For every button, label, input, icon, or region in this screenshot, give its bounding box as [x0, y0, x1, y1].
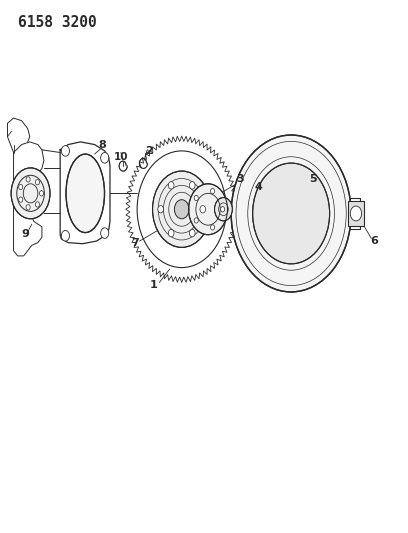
Circle shape	[19, 197, 23, 202]
Text: 3: 3	[237, 174, 244, 184]
Circle shape	[174, 200, 189, 219]
Circle shape	[35, 202, 40, 207]
Bar	[348, 201, 364, 226]
Text: 9: 9	[21, 229, 29, 239]
Circle shape	[194, 218, 198, 223]
Text: 2: 2	[145, 146, 153, 156]
Text: 8: 8	[98, 140, 106, 150]
Circle shape	[350, 206, 361, 221]
Circle shape	[158, 206, 164, 213]
Circle shape	[189, 229, 195, 237]
Circle shape	[211, 225, 215, 230]
Circle shape	[61, 230, 69, 241]
Circle shape	[211, 189, 215, 193]
Circle shape	[169, 182, 174, 189]
Circle shape	[101, 228, 109, 238]
Circle shape	[215, 198, 233, 221]
Text: 6: 6	[370, 236, 378, 246]
Circle shape	[26, 177, 30, 182]
Circle shape	[40, 191, 44, 196]
Text: 5: 5	[309, 174, 317, 184]
Circle shape	[26, 205, 30, 210]
Circle shape	[253, 163, 330, 264]
Circle shape	[61, 146, 69, 156]
Text: 10: 10	[114, 152, 128, 161]
Circle shape	[194, 196, 198, 200]
Circle shape	[153, 171, 211, 247]
Circle shape	[221, 207, 225, 212]
Text: 6158 3200: 6158 3200	[18, 14, 96, 30]
Circle shape	[189, 182, 195, 189]
Circle shape	[188, 184, 228, 235]
Text: 1: 1	[149, 280, 157, 290]
Circle shape	[101, 152, 109, 163]
Text: 7: 7	[131, 238, 139, 248]
Circle shape	[11, 168, 50, 219]
Circle shape	[35, 180, 40, 185]
Circle shape	[169, 229, 174, 237]
Text: 4: 4	[255, 182, 263, 192]
Circle shape	[19, 184, 23, 190]
Ellipse shape	[66, 154, 104, 232]
Circle shape	[200, 206, 206, 213]
Circle shape	[231, 135, 351, 292]
